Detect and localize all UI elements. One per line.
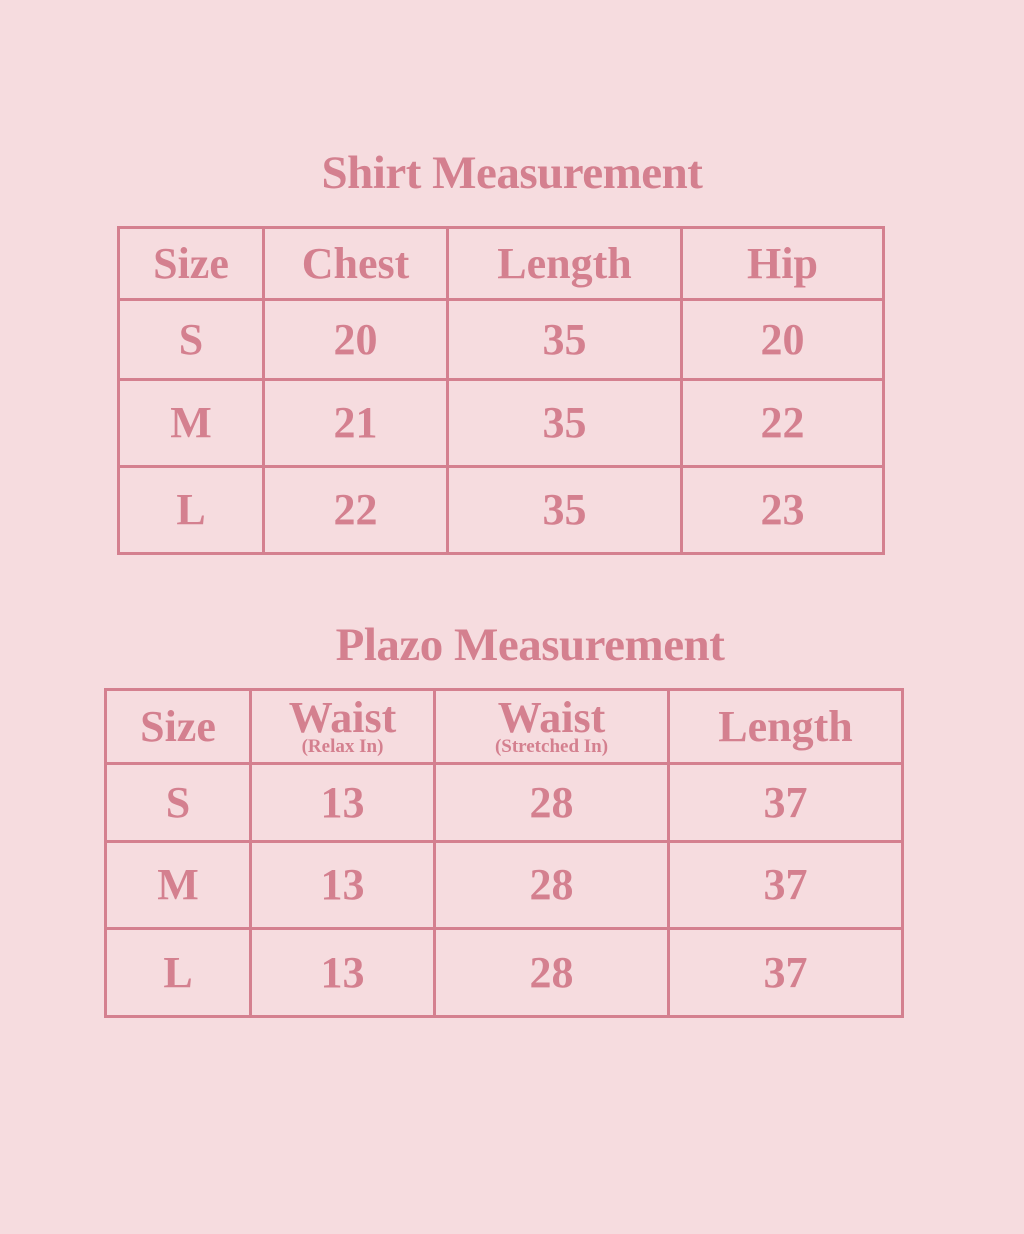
table-cell: 13 xyxy=(249,762,436,843)
plazo-title: Plazo Measurement xyxy=(335,619,725,671)
header-main: Size xyxy=(140,701,216,751)
table-cell: M xyxy=(104,840,252,930)
table-cell: 35 xyxy=(446,378,683,468)
header-cell: Chest xyxy=(262,226,449,301)
header-cell: Length xyxy=(446,226,683,301)
shirt-table: Size Chest Length Hip S 20 35 20 M 21 35… xyxy=(117,226,885,555)
header-sub: (Relax In) xyxy=(301,735,384,757)
header-cell: Size xyxy=(104,688,252,765)
table-cell: 37 xyxy=(667,762,904,843)
table-cell: 22 xyxy=(680,378,885,468)
header-main: Waist xyxy=(497,693,606,743)
table-cell: 35 xyxy=(446,465,683,555)
table-row: L 13 28 37 xyxy=(104,927,904,1018)
table-cell: 23 xyxy=(680,465,885,555)
plazo-table: Size Waist (Relax In) Waist (Stretched In)… xyxy=(104,688,904,1018)
table-row: S 20 35 20 xyxy=(117,298,885,381)
header-main: Waist xyxy=(288,693,397,743)
table-cell: S xyxy=(104,762,252,843)
shirt-header-row: Size Chest Length Hip xyxy=(117,226,885,301)
table-cell: 20 xyxy=(262,298,449,381)
table-cell: 13 xyxy=(249,840,436,930)
table-cell: M xyxy=(117,378,265,468)
header-cell: Size xyxy=(117,226,265,301)
table-cell: L xyxy=(104,927,252,1018)
table-cell: 37 xyxy=(667,840,904,930)
table-cell: 28 xyxy=(433,840,670,930)
plazo-header-row: Size Waist (Relax In) Waist (Stretched In)… xyxy=(104,688,904,765)
shirt-title: Shirt Measurement xyxy=(321,147,703,199)
table-cell: 21 xyxy=(262,378,449,468)
table-row: M 21 35 22 xyxy=(117,378,885,468)
table-cell: 20 xyxy=(680,298,885,381)
table-cell: 28 xyxy=(433,762,670,843)
table-cell: 13 xyxy=(249,927,436,1018)
header-cell: Waist (Stretched In) xyxy=(433,688,670,765)
table-row: M 13 28 37 xyxy=(104,840,904,930)
table-row: S 13 28 37 xyxy=(104,762,904,843)
table-cell: 28 xyxy=(433,927,670,1018)
header-main: Length xyxy=(718,701,853,751)
table-row: L 22 35 23 xyxy=(117,465,885,555)
table-cell: L xyxy=(117,465,265,555)
header-cell: Length xyxy=(667,688,904,765)
header-sub: (Stretched In) xyxy=(494,735,609,757)
header-cell: Waist (Relax In) xyxy=(249,688,436,765)
table-cell: 35 xyxy=(446,298,683,381)
header-cell: Hip xyxy=(680,226,885,301)
table-cell: 22 xyxy=(262,465,449,555)
table-cell: 37 xyxy=(667,927,904,1018)
table-cell: S xyxy=(117,298,265,381)
